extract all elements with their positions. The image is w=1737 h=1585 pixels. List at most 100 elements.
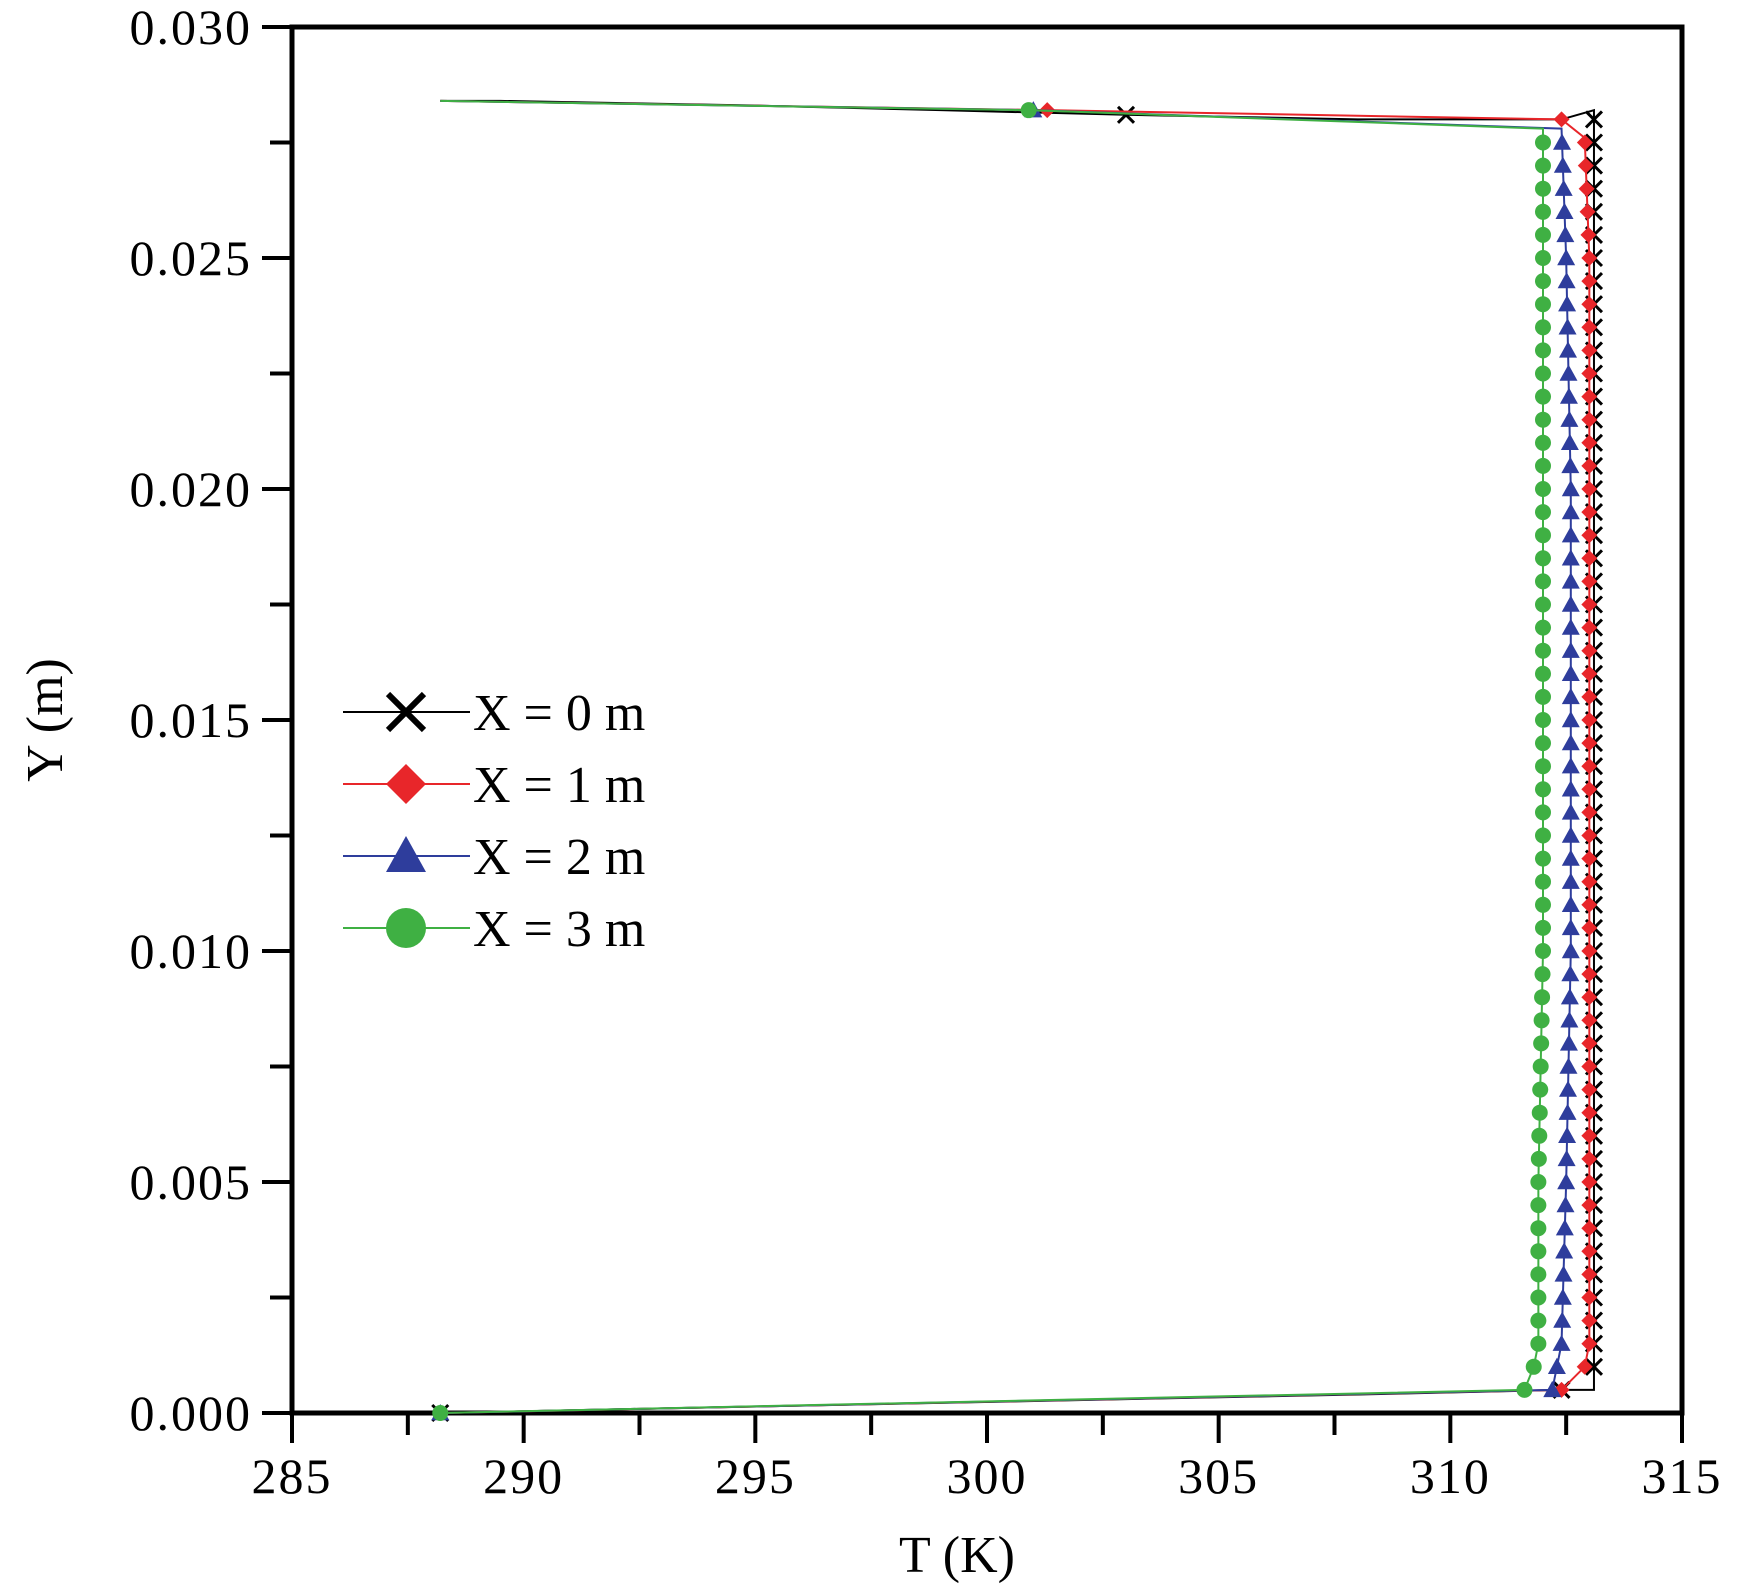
legend: X = 0 m X = 1 m X = 2 m X = 3 m bbox=[343, 685, 645, 958]
data-point bbox=[432, 1405, 449, 1421]
y-tick-label: 0.000 bbox=[130, 1385, 253, 1441]
y-axis: 0.000 0.005 0.010 0.015 0.020 0.025 0.030 bbox=[130, 0, 292, 1441]
data-point bbox=[1581, 989, 1598, 1006]
data-point bbox=[1561, 687, 1580, 705]
data-point bbox=[1535, 619, 1551, 636]
data-point bbox=[1581, 1127, 1598, 1144]
x-tick-label: 305 bbox=[1178, 1448, 1259, 1504]
data-point bbox=[1560, 410, 1579, 427]
y-axis-title: Y (m) bbox=[17, 658, 74, 782]
data-point bbox=[1581, 1243, 1598, 1260]
legend-item: X = 0 m bbox=[343, 685, 645, 742]
data-point bbox=[1535, 896, 1551, 913]
data-point bbox=[1535, 157, 1551, 174]
data-point bbox=[1558, 318, 1577, 335]
data-point bbox=[1535, 226, 1551, 243]
data-point bbox=[1535, 850, 1551, 867]
data-point bbox=[1561, 526, 1580, 543]
data-point bbox=[1535, 873, 1551, 890]
data-point bbox=[1561, 780, 1580, 797]
data-point bbox=[1559, 341, 1578, 358]
data-point bbox=[1535, 573, 1551, 590]
data-point bbox=[1584, 110, 1604, 129]
data-point bbox=[1532, 1058, 1549, 1075]
data-point bbox=[1581, 481, 1598, 497]
data-point bbox=[1535, 712, 1551, 728]
data-point bbox=[1561, 872, 1580, 889]
data-point bbox=[1581, 527, 1598, 544]
data-point bbox=[1557, 1149, 1576, 1167]
data-point bbox=[1561, 734, 1580, 751]
data-point bbox=[1581, 273, 1598, 290]
data-point bbox=[1535, 804, 1551, 821]
data-point bbox=[1581, 804, 1598, 821]
data-point bbox=[1558, 295, 1577, 312]
data-point bbox=[1530, 1197, 1547, 1214]
data-point bbox=[1561, 664, 1580, 681]
data-point bbox=[1581, 434, 1598, 451]
data-point bbox=[1581, 712, 1598, 728]
data-point bbox=[1581, 665, 1598, 682]
data-point bbox=[1581, 619, 1598, 636]
data-point bbox=[1525, 1358, 1542, 1375]
data-point bbox=[1561, 918, 1580, 936]
data-point bbox=[1531, 1104, 1548, 1121]
data-point bbox=[1560, 1011, 1579, 1028]
data-point bbox=[1581, 1058, 1598, 1075]
data-point bbox=[1579, 203, 1596, 220]
data-point bbox=[1559, 364, 1578, 381]
data-point bbox=[1020, 102, 1037, 119]
data-point bbox=[1577, 157, 1594, 174]
data-point bbox=[1576, 1358, 1593, 1375]
data-point bbox=[1580, 226, 1597, 243]
data-point bbox=[1535, 827, 1551, 844]
data-point bbox=[1552, 1334, 1571, 1351]
data-point bbox=[1581, 827, 1598, 844]
data-point bbox=[1581, 296, 1598, 313]
data-point bbox=[1581, 250, 1598, 266]
data-point bbox=[1553, 111, 1570, 128]
data-point bbox=[1535, 434, 1551, 451]
data-point bbox=[1535, 134, 1551, 151]
data-point bbox=[1530, 1335, 1547, 1352]
legend-marker bbox=[385, 691, 427, 733]
data-point bbox=[1584, 156, 1604, 175]
data-point bbox=[1581, 411, 1598, 428]
data-point bbox=[1535, 250, 1551, 266]
data-point bbox=[1581, 1335, 1598, 1352]
data-point bbox=[1535, 688, 1551, 705]
data-point bbox=[1561, 711, 1580, 728]
y-tick-label: 0.025 bbox=[130, 230, 253, 286]
legend-label: X = 1 m bbox=[473, 757, 645, 814]
x-tick-label: 315 bbox=[1642, 1448, 1723, 1504]
data-point bbox=[1581, 873, 1598, 890]
data-point bbox=[1581, 1197, 1598, 1214]
data-point bbox=[1557, 249, 1576, 266]
data-point bbox=[1581, 319, 1598, 336]
data-point bbox=[1534, 966, 1551, 983]
data-point bbox=[1555, 1219, 1574, 1236]
data-point bbox=[1581, 735, 1598, 752]
data-point bbox=[1530, 1220, 1547, 1237]
data-point bbox=[1530, 1174, 1547, 1190]
data-point bbox=[1561, 595, 1580, 612]
data-point bbox=[1581, 1035, 1598, 1052]
data-point bbox=[1530, 1243, 1547, 1260]
data-point bbox=[1553, 156, 1572, 173]
data-point bbox=[1554, 179, 1573, 196]
data-point bbox=[1581, 758, 1598, 775]
data-point bbox=[1561, 965, 1580, 982]
legend-marker bbox=[386, 908, 426, 948]
series-3 bbox=[432, 99, 1551, 1421]
data-point bbox=[1576, 134, 1593, 151]
data-point bbox=[1561, 456, 1580, 474]
data-point bbox=[1558, 1103, 1577, 1120]
data-point bbox=[1581, 896, 1598, 913]
data-point bbox=[1581, 504, 1598, 521]
y-tick-label: 0.005 bbox=[130, 1154, 253, 1210]
legend-item: X = 2 m bbox=[343, 829, 645, 886]
data-point bbox=[1530, 1266, 1547, 1283]
data-point bbox=[1561, 641, 1580, 658]
data-point bbox=[1581, 388, 1598, 405]
x-tick-label: 300 bbox=[947, 1448, 1028, 1504]
